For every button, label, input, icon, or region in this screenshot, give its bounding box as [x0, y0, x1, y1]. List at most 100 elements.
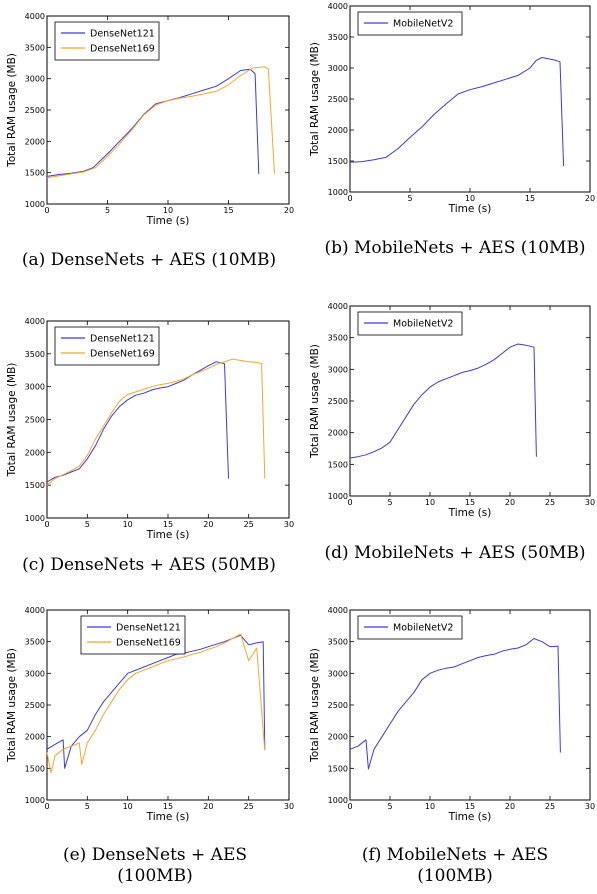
legend-label: DenseNet121	[116, 623, 181, 634]
chart-panel-d: 0 5 10 15 20 25 30 1000 1500 2000 2500 3000 3500 4000…	[300, 300, 597, 525]
y-tick-label: 1000	[25, 514, 45, 523]
x-tick-label: 5	[387, 498, 392, 507]
x-tick-label: 10	[123, 520, 133, 529]
y-tick-label: 1500	[328, 764, 348, 773]
y-tick-label: 1000	[328, 492, 348, 501]
y-tick-label: 2000	[25, 448, 45, 457]
x-tick-label: 30	[585, 802, 595, 811]
y-tick-label: 1500	[328, 460, 348, 469]
caption-c: (c) DenseNets + AES (50MB)	[22, 555, 276, 575]
x-tick-label: 30	[284, 520, 294, 529]
legend-label: MobileNetV2	[393, 19, 453, 30]
x-tick-label: 0	[44, 520, 49, 529]
y-tick-label: 4000	[328, 302, 348, 311]
y-axis-label: Total RAM usage (MB)	[6, 648, 18, 763]
x-tick-label: 20	[203, 802, 213, 811]
x-axis-label: Time (s)	[448, 507, 492, 519]
x-tick-label: 20	[505, 498, 515, 507]
x-axis-label: Time (s)	[146, 529, 190, 541]
y-tick-label: 4000	[328, 2, 348, 11]
x-tick-label: 15	[465, 498, 475, 507]
y-tick-label: 3000	[328, 365, 348, 374]
x-tick-label: 0	[44, 206, 49, 215]
chart-a: 0 5 10 15 20 1000 1500 2000 2500 3000 3500 4000 Time…	[6, 12, 294, 227]
y-tick-label: 3500	[25, 638, 45, 647]
x-tick-label: 15	[465, 802, 475, 811]
x-tick-label: 10	[425, 802, 435, 811]
series-line-mobilenetv2	[349, 343, 537, 459]
chart-c: 0 5 10 15 20 25 30 1000 1500 2000 2500 3000 3500 4000…	[6, 317, 294, 541]
x-tick-label: 20	[585, 194, 595, 203]
x-axis-label: Time (s)	[146, 215, 190, 227]
y-tick-label: 1500	[25, 481, 45, 490]
caption-d: (d) MobileNets + AES (50MB)	[324, 543, 586, 563]
x-tick-label: 20	[505, 802, 515, 811]
x-tick-label: 10	[465, 194, 475, 203]
y-tick-label: 3000	[25, 75, 45, 84]
series-line-mobilenetv2	[349, 57, 565, 167]
x-tick-label: 10	[123, 802, 133, 811]
y-tick-label: 2500	[25, 416, 45, 425]
x-tick-label: 0	[347, 498, 352, 507]
legend-label: DenseNet121	[90, 334, 155, 345]
x-axis-label: Time (s)	[146, 811, 190, 823]
x-tick-label: 20	[203, 520, 213, 529]
series-line-densenet169	[46, 358, 266, 486]
series-line-densenet121	[46, 68, 260, 177]
y-tick-label: 4000	[25, 606, 45, 615]
y-tick-label: 1500	[25, 764, 45, 773]
y-tick-label: 2500	[25, 701, 45, 710]
x-tick-label: 25	[545, 498, 555, 507]
chart-panel-c: 0 5 10 15 20 25 30 1000 1500 2000 2500 3000 3500 4000…	[0, 310, 298, 541]
series-line-densenet169	[46, 66, 275, 179]
y-tick-label: 2500	[328, 95, 348, 104]
chart-panel-f: 0 5 10 15 20 25 30 1000 1500 2000 2500 3000 3500 4000…	[300, 600, 597, 825]
y-tick-label: 3500	[25, 350, 45, 359]
x-tick-label: 15	[163, 520, 173, 529]
y-tick-label: 2000	[328, 126, 348, 135]
x-tick-label: 30	[585, 498, 595, 507]
x-axis-label: Time (s)	[448, 203, 492, 215]
y-tick-label: 2500	[328, 701, 348, 710]
legend-label: MobileNetV2	[393, 623, 453, 634]
y-axis-label: Total RAM usage (MB)	[6, 53, 18, 168]
x-tick-label: 15	[525, 194, 535, 203]
y-tick-label: 3500	[328, 334, 348, 343]
y-axis-label: Total RAM usage (MB)	[309, 648, 321, 763]
y-tick-label: 3500	[328, 638, 348, 647]
chart-f: 0 5 10 15 20 25 30 1000 1500 2000 2500 3000 3500 4000…	[309, 606, 595, 823]
y-tick-label: 3500	[25, 43, 45, 52]
chart-b: 0 5 10 15 20 1000 1500 2000 2500 3000 3500 4000 Time…	[309, 2, 595, 215]
x-tick-label: 15	[163, 802, 173, 811]
caption-e: (e) DenseNets + AES (100MB)	[62, 845, 248, 886]
caption-b: (b) MobileNets + AES (10MB)	[324, 238, 586, 258]
series-line-densenet169	[46, 633, 266, 774]
legend-box	[54, 21, 160, 61]
chart-panel-e: 0 5 10 15 20 25 30 1000 1500 2000 2500 3000 3500 4000…	[0, 600, 298, 825]
x-tick-label: 30	[284, 802, 294, 811]
x-tick-label: 5	[105, 206, 110, 215]
y-tick-label: 3000	[328, 64, 348, 73]
y-tick-label: 2000	[25, 137, 45, 146]
x-tick-label: 0	[347, 194, 352, 203]
x-tick-label: 5	[387, 802, 392, 811]
x-tick-label: 0	[44, 802, 49, 811]
x-tick-label: 10	[163, 206, 173, 215]
chart-panel-a: 0 5 10 15 20 1000 1500 2000 2500 3000 3500 4000 Time…	[0, 0, 298, 227]
y-tick-label: 4000	[25, 12, 45, 21]
x-tick-label: 15	[223, 206, 233, 215]
legend-box	[357, 11, 463, 36]
x-tick-label: 25	[545, 802, 555, 811]
y-tick-label: 2500	[25, 106, 45, 115]
y-tick-label: 3500	[328, 33, 348, 42]
y-tick-label: 3000	[25, 669, 45, 678]
legend-box	[54, 326, 160, 366]
chart-d: 0 5 10 15 20 25 30 1000 1500 2000 2500 3000 3500 4000…	[309, 302, 595, 519]
y-axis-label: Total RAM usage (MB)	[309, 344, 321, 459]
y-tick-label: 2000	[328, 429, 348, 438]
x-tick-label: 5	[85, 520, 90, 529]
x-tick-label: 25	[244, 802, 254, 811]
y-tick-label: 2000	[25, 733, 45, 742]
x-tick-label: 25	[244, 520, 254, 529]
x-tick-label: 0	[347, 802, 352, 811]
